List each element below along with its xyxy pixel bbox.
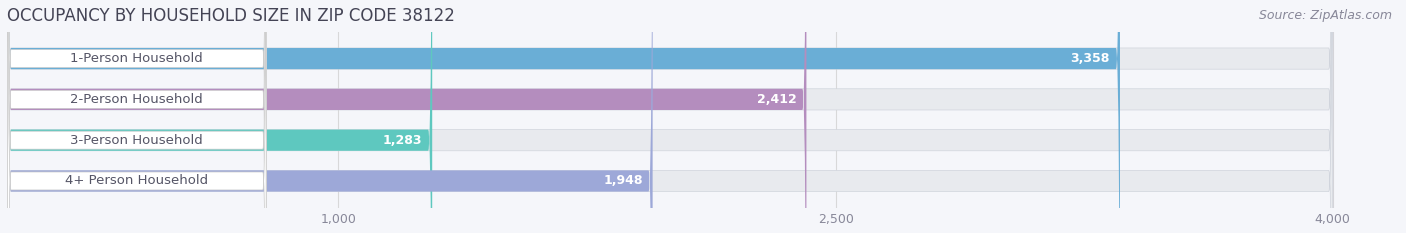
Text: 2,412: 2,412 — [756, 93, 796, 106]
FancyBboxPatch shape — [7, 0, 1333, 233]
FancyBboxPatch shape — [7, 0, 266, 233]
FancyBboxPatch shape — [7, 0, 266, 233]
Text: 2-Person Household: 2-Person Household — [70, 93, 204, 106]
Text: 1-Person Household: 1-Person Household — [70, 52, 204, 65]
FancyBboxPatch shape — [7, 0, 266, 233]
Text: 3-Person Household: 3-Person Household — [70, 134, 204, 147]
Text: OCCUPANCY BY HOUSEHOLD SIZE IN ZIP CODE 38122: OCCUPANCY BY HOUSEHOLD SIZE IN ZIP CODE … — [7, 7, 454, 25]
FancyBboxPatch shape — [7, 0, 266, 233]
FancyBboxPatch shape — [7, 0, 1333, 233]
Text: 1,948: 1,948 — [603, 175, 643, 188]
FancyBboxPatch shape — [7, 0, 807, 233]
FancyBboxPatch shape — [7, 0, 1333, 233]
Text: 3,358: 3,358 — [1070, 52, 1109, 65]
FancyBboxPatch shape — [7, 0, 432, 233]
FancyBboxPatch shape — [7, 0, 652, 233]
Text: Source: ZipAtlas.com: Source: ZipAtlas.com — [1258, 9, 1392, 22]
FancyBboxPatch shape — [7, 0, 1333, 233]
Text: 4+ Person Household: 4+ Person Household — [65, 175, 208, 188]
Text: 1,283: 1,283 — [382, 134, 422, 147]
FancyBboxPatch shape — [7, 0, 1121, 233]
